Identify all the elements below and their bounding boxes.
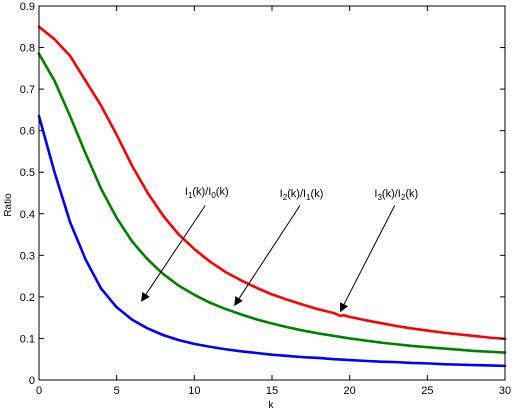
y-tick-label: 0.5 (20, 167, 35, 179)
x-tick-label: 5 (114, 385, 120, 397)
y-tick-label: 0.2 (20, 292, 35, 304)
annotation-arrow-i2-over-i1 (234, 205, 301, 306)
annotation-arrow-i3-over-i2 (339, 205, 396, 313)
annotation-arrow-i1-over-i0 (141, 205, 206, 302)
x-tick-label: 0 (36, 385, 42, 397)
y-tick-label: 0.9 (20, 1, 35, 13)
series-layer (37, 25, 507, 368)
x-tick-label: 10 (188, 385, 200, 397)
x-tick-label: 30 (499, 385, 511, 397)
y-tick-label: 0.3 (20, 250, 35, 262)
y-tick-label: 0.6 (20, 126, 35, 138)
y-tick-label: 0.4 (20, 209, 35, 221)
x-tick-label: 15 (266, 385, 278, 397)
y-tick-label: 0 (29, 375, 35, 387)
annotation-layer: I1(k)/I0(k) I2(k)/I1(k) I3(k)/I2(k) (141, 186, 418, 313)
x-tick-label: 25 (421, 385, 433, 397)
y-tick-label: 0.7 (20, 84, 35, 96)
x-tick-label: 20 (344, 385, 356, 397)
annotation-label-i2-over-i1: I2(k)/I1(k) (280, 188, 324, 202)
y-tick-label: 0.8 (20, 43, 35, 55)
annotation-label-i3-over-i2: I3(k)/I2(k) (374, 188, 418, 202)
x-axis-title: k (269, 400, 275, 410)
y-tick-label: 0.1 (20, 333, 35, 345)
series-line-2 (37, 52, 507, 354)
series-line-3 (37, 114, 507, 368)
series-line-1 (37, 25, 507, 341)
axes-layer: 0 5 10 15 20 25 30 0 0.1 0.2 0.3 0.4 0.5 0.6 0.7 0.8 0.9 (20, 1, 511, 397)
annotation-label-i1-over-i0: I1(k)/I0(k) (185, 186, 229, 200)
y-axis-title: Ratio (3, 193, 14, 217)
